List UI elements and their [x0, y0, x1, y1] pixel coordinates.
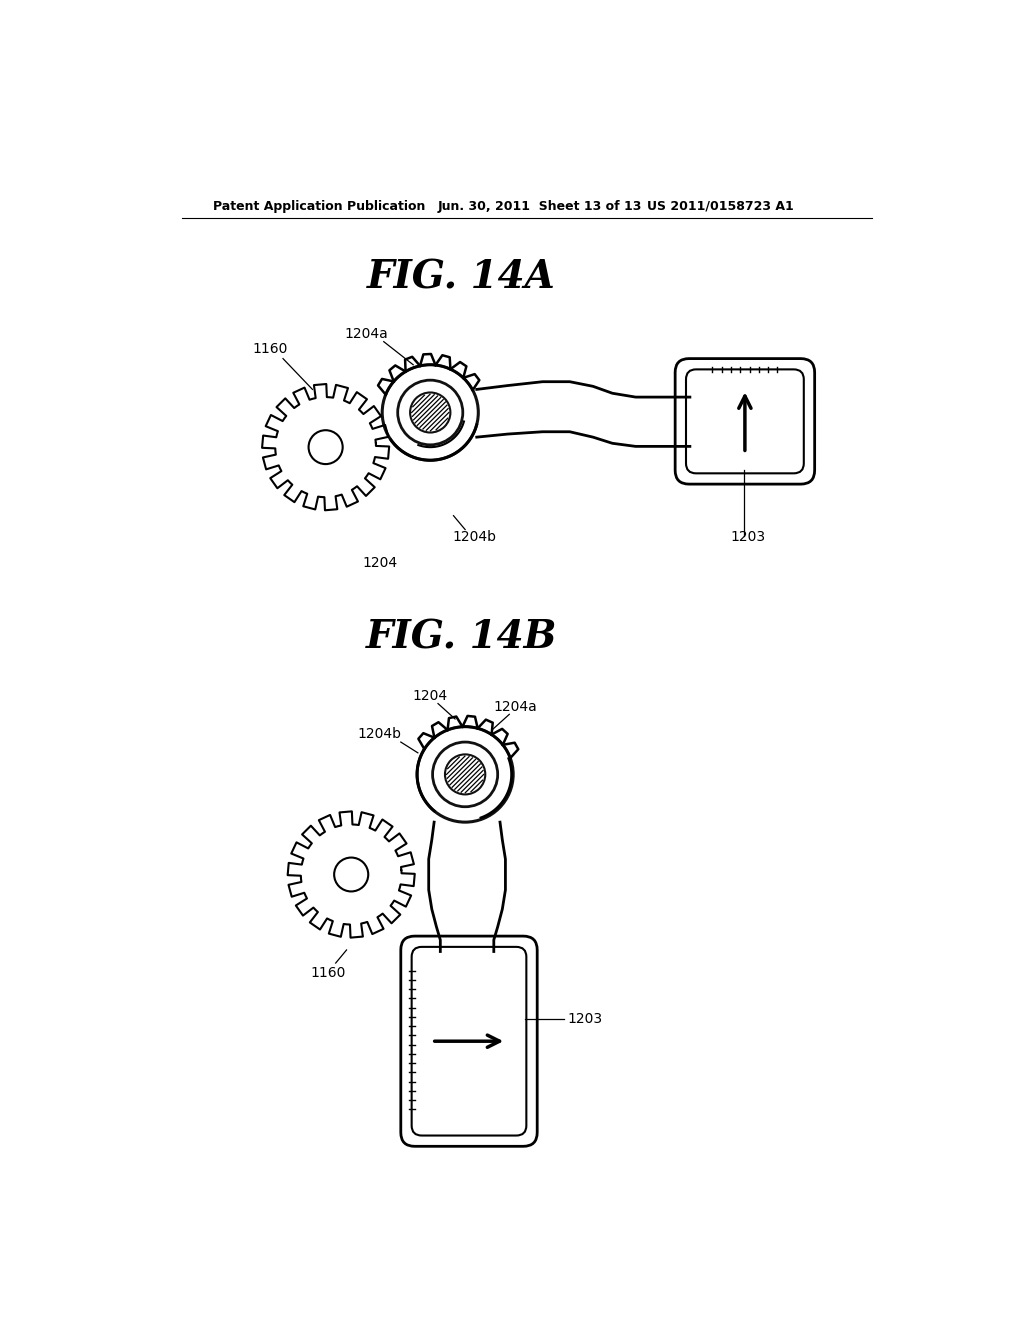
FancyBboxPatch shape	[675, 359, 815, 484]
Text: US 2011/0158723 A1: US 2011/0158723 A1	[647, 199, 794, 213]
Text: Patent Application Publication: Patent Application Publication	[213, 199, 426, 213]
Text: 1204a: 1204a	[344, 327, 388, 341]
FancyBboxPatch shape	[400, 936, 538, 1146]
Text: 1203: 1203	[567, 1012, 603, 1026]
Text: 1204a: 1204a	[494, 700, 538, 714]
Text: 1204b: 1204b	[453, 531, 497, 544]
Text: 1204: 1204	[413, 689, 447, 702]
Text: 1160: 1160	[310, 966, 346, 979]
Text: 1160: 1160	[252, 342, 288, 356]
Text: 1203: 1203	[730, 531, 766, 544]
Text: FIG. 14B: FIG. 14B	[366, 618, 557, 656]
Text: 1204b: 1204b	[357, 727, 401, 742]
Text: FIG. 14A: FIG. 14A	[367, 259, 556, 297]
FancyBboxPatch shape	[412, 946, 526, 1135]
Text: 1204: 1204	[362, 556, 397, 570]
FancyBboxPatch shape	[686, 370, 804, 474]
Text: Jun. 30, 2011  Sheet 13 of 13: Jun. 30, 2011 Sheet 13 of 13	[438, 199, 642, 213]
